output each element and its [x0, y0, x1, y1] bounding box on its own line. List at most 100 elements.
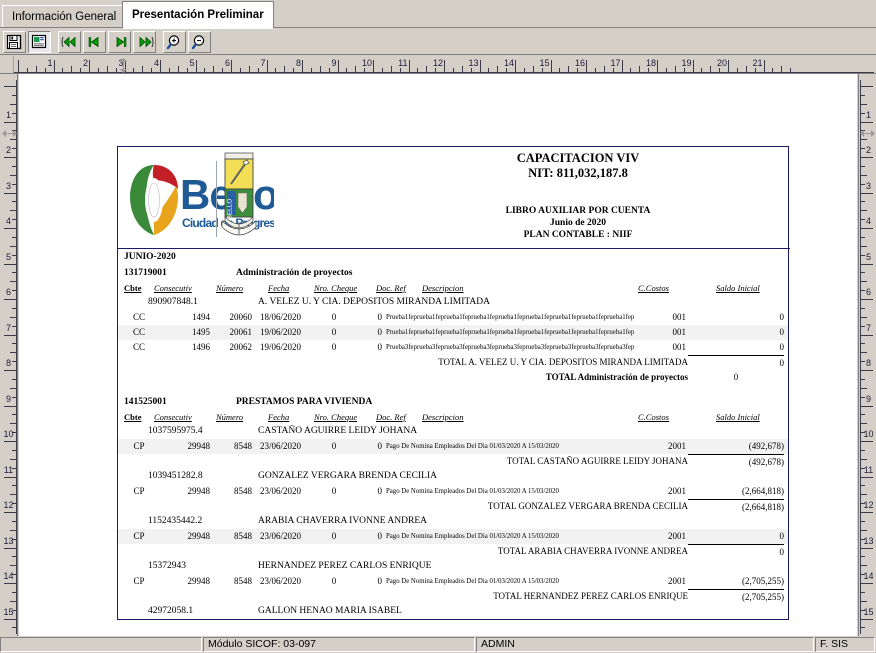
ruler-tick: [550, 60, 552, 73]
vertical-ruler-right[interactable]: 1 2 3 4 5 6 7 8 9 10 11 12 13 14 15: [858, 74, 876, 636]
ruler-tick: [4, 263, 17, 265]
ruler-tick: [4, 86, 17, 87]
ruler-subtick: [860, 627, 865, 629]
ruler-subtick: [12, 112, 17, 114]
column-header-ccostos: C.Costos: [638, 283, 669, 293]
ruler-number: 4: [865, 216, 871, 226]
first-page-button[interactable]: [58, 30, 81, 53]
ruler-tick: [4, 441, 17, 442]
report-title: LIBRO AUXILIAR POR CUENTA: [505, 206, 651, 216]
horizontal-margin-marker[interactable]: [860, 126, 875, 137]
previous-page-button[interactable]: [83, 30, 106, 53]
ruler-number: 3: [118, 58, 124, 68]
zoom-out-button[interactable]: [188, 30, 211, 53]
cell-docref: 0: [377, 576, 383, 586]
ruler-subtick: [12, 449, 17, 451]
ruler-tick: [586, 60, 587, 73]
cell-cbte: CP: [133, 441, 145, 451]
ruler-subtick: [532, 66, 534, 73]
ruler-subtick: [12, 520, 17, 522]
ruler-number: 13: [468, 58, 479, 68]
ruler-subtick: [860, 378, 865, 380]
ruler-tick: [337, 60, 339, 73]
cell-fecha: 18/06/2020: [260, 312, 302, 322]
ruler-tick: [4, 192, 17, 194]
ruler-subtick: [674, 66, 676, 73]
ruler-subtick: [12, 307, 17, 309]
header-divider: [118, 248, 790, 249]
ruler-subtick: [860, 565, 867, 567]
third-party-header: 1039451282.8 GONZALEZ VERGARA BRENDA CECI…: [118, 469, 788, 484]
ruler-subtick: [106, 66, 108, 73]
ruler-number: 7: [5, 322, 11, 333]
ruler-subtick: [488, 68, 490, 73]
tab-label: Información General: [12, 11, 117, 23]
cell-consecutivo: 1494: [192, 312, 210, 322]
third-party-id: 1039451282.8: [148, 471, 203, 481]
vertical-ruler-left[interactable]: 1 2 3 4 5 6 7 8 9 10 11 12 13 14 15: [0, 74, 18, 636]
export-button[interactable]: [28, 30, 51, 53]
ruler-subtick: [12, 94, 17, 96]
cell-saldo: 0: [779, 342, 785, 352]
cell-cbte: CP: [133, 486, 145, 496]
ruler-number: 14: [3, 571, 14, 581]
horizontal-margin-marker[interactable]: [2, 126, 17, 137]
ruler-subtick: [860, 272, 865, 274]
ruler-number: 5: [865, 251, 871, 262]
ruler-subtick: [364, 68, 366, 73]
ruler-subtick: [12, 574, 17, 576]
ruler-number: 4: [153, 58, 159, 68]
ruler-tick: [4, 121, 17, 123]
cell-docref: 0: [377, 342, 383, 352]
ruler-tick: [408, 60, 410, 73]
ruler-subtick: [860, 467, 865, 469]
last-page-button[interactable]: [133, 30, 156, 53]
ruler-subtick: [860, 609, 865, 611]
ruler-subtick: [860, 591, 865, 593]
ruler-subtick: [603, 66, 605, 73]
cell-docref: 0: [377, 312, 383, 322]
table-row: CP 29948 8548 23/06/2020 0 0 Pago De Nomina Em…: [118, 574, 788, 589]
ruler-subtick: [239, 68, 241, 73]
ruler-tick: [4, 228, 17, 229]
vertical-margin-marker[interactable]: [118, 58, 129, 73]
ruler-subtick: [151, 68, 153, 73]
ruler-tick: [4, 370, 17, 371]
third-party-total-label: TOTAL ARABIA CHAVERRA IVONNE ANDREA: [497, 546, 688, 556]
ruler-number: 17: [610, 58, 621, 68]
ruler-subtick: [213, 66, 215, 73]
zoom-in-button[interactable]: [163, 30, 186, 53]
ruler-subtick: [12, 272, 17, 274]
horizontal-ruler[interactable]: 1 2 3 4 5 6 7 8 9 10 11 12 13 14 15 16 17 18 19 20 21: [0, 56, 876, 74]
tab-informacion-general[interactable]: Información General: [2, 5, 127, 28]
document-page: Bello Ciudad de Progreso: [19, 74, 857, 636]
cell-descripcion: Prueba1feprueba1feprueba1feprueba1feprue…: [386, 329, 635, 336]
cell-numero: 8548: [234, 441, 252, 451]
cell-ccostos: 001: [672, 312, 687, 322]
third-party-name: A. VELEZ U. Y CIA. DEPOSITOS MIRANDA LIM…: [258, 297, 490, 307]
ruler-number: 3: [5, 180, 11, 191]
ruler-number: 19: [681, 58, 692, 68]
cell-cheque: 0: [331, 576, 337, 586]
ruler-tick: [4, 547, 17, 549]
cell-cheque: 0: [331, 327, 337, 337]
ruler-subtick: [612, 68, 614, 73]
preview-canvas[interactable]: Bello Ciudad de Progreso: [19, 74, 857, 636]
ruler-subtick: [860, 503, 865, 505]
ruler-subtick: [12, 609, 17, 611]
ruler-number: 11: [863, 464, 874, 475]
cell-fecha: 23/06/2020: [260, 531, 302, 541]
ruler-subtick: [745, 66, 747, 73]
ruler-subtick: [790, 68, 792, 73]
ruler-number: 10: [863, 429, 874, 439]
ruler-subtick: [12, 414, 17, 416]
ruler-tick: [860, 583, 873, 584]
table-row: CP 29948 8548 23/06/2020 0 0 Pago De Nomina Em…: [118, 439, 788, 454]
ruler-subtick: [860, 432, 865, 434]
table-row: CC 1495 20061 19/06/2020 0 0 Prueba1feprueba1f…: [118, 325, 788, 340]
next-page-button[interactable]: [108, 30, 131, 53]
save-button[interactable]: [3, 30, 26, 53]
tab-presentacion-preliminar[interactable]: Presentación Preliminar: [122, 1, 274, 29]
ruler-number: 9: [865, 393, 871, 404]
third-party-total-value: (2,705,255): [688, 589, 784, 605]
